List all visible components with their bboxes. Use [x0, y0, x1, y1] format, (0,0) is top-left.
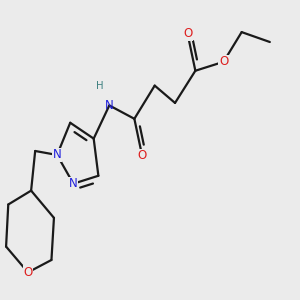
- Text: O: O: [219, 55, 228, 68]
- Text: N: N: [69, 177, 78, 190]
- Text: N: N: [105, 99, 114, 112]
- Text: H: H: [96, 81, 103, 91]
- Text: N: N: [53, 148, 62, 161]
- Text: O: O: [23, 266, 33, 279]
- Text: O: O: [183, 27, 192, 40]
- Text: O: O: [138, 149, 147, 162]
